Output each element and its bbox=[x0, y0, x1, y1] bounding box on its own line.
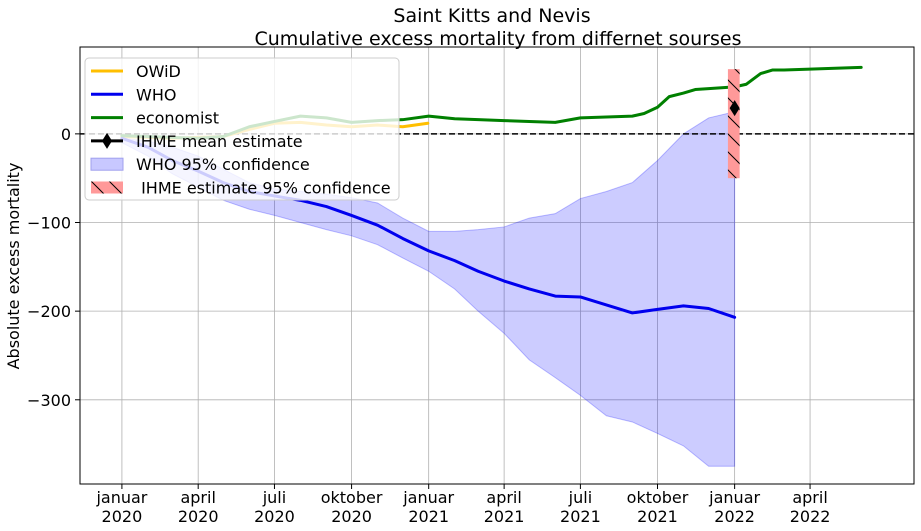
x-tick-label-3: oktober bbox=[321, 488, 383, 507]
ihme-confidence-hatch bbox=[727, 69, 740, 179]
x-tick-year-9: 2022 bbox=[790, 507, 831, 526]
plot-frame bbox=[79, 46, 915, 485]
legend-item-5: IHME estimate 95% confidence bbox=[91, 179, 391, 198]
y-tick-label-2: −200 bbox=[27, 302, 71, 321]
x-tick-year-4: 2021 bbox=[408, 507, 449, 526]
x-tick-label-2: juli bbox=[262, 488, 286, 507]
legend: OWiD WHO economist IHME mean estimate WHO 95… bbox=[84, 57, 400, 201]
x-tick-label-8: januar bbox=[708, 488, 760, 507]
x-tick-label-7: oktober bbox=[627, 488, 689, 507]
legend-label-3: IHME mean estimate bbox=[136, 132, 303, 151]
legend-item-0: OWiD bbox=[91, 62, 181, 81]
y-tick-label-0: 0 bbox=[61, 125, 71, 144]
legend-label-0: OWiD bbox=[136, 62, 181, 81]
x-tick-year-7: 2021 bbox=[637, 507, 678, 526]
x-tick-year-6: 2021 bbox=[560, 507, 601, 526]
axes: januar2020april2020juli2020oktober2020ja… bbox=[27, 46, 915, 526]
x-tick-year-3: 2020 bbox=[331, 507, 372, 526]
x-tick-label-6: juli bbox=[568, 488, 592, 507]
legend-label-1: WHO bbox=[136, 85, 176, 104]
y-tick-label-1: −100 bbox=[27, 214, 71, 233]
x-tick-label-5: april bbox=[486, 488, 521, 507]
chart-subtitle: Cumulative excess mortality from differn… bbox=[255, 28, 742, 50]
x-tick-year-2: 2020 bbox=[254, 507, 295, 526]
x-tick-label-9: april bbox=[792, 488, 827, 507]
x-tick-year-5: 2021 bbox=[484, 507, 525, 526]
legend-item-1: WHO bbox=[91, 85, 176, 104]
x-tick-year-8: 2022 bbox=[714, 507, 755, 526]
legend-item-2: economist bbox=[91, 109, 219, 128]
legend-item-3: IHME mean estimate bbox=[91, 132, 303, 151]
legend-label-5: IHME estimate 95% confidence bbox=[136, 179, 391, 198]
x-tick-year-1: 2020 bbox=[178, 507, 219, 526]
legend-swatch-diamond bbox=[102, 132, 112, 149]
legend-label-2: economist bbox=[136, 109, 219, 128]
legend-swatch-band bbox=[90, 157, 124, 171]
x-tick-label-4: januar bbox=[402, 488, 454, 507]
x-tick-label-0: januar bbox=[95, 488, 147, 507]
y-axis-label: Absolute excess mortality bbox=[4, 163, 23, 370]
legend-item-4: WHO 95% confidence bbox=[90, 155, 310, 174]
x-tick-year-0: 2020 bbox=[102, 507, 143, 526]
ihme-mean-marker bbox=[729, 100, 740, 117]
legend-swatch-hatch bbox=[91, 181, 123, 194]
x-tick-label-1: april bbox=[180, 488, 215, 507]
y-tick-label-3: −300 bbox=[27, 391, 71, 410]
legend-label-4: WHO 95% confidence bbox=[136, 155, 310, 174]
legend-box bbox=[84, 57, 400, 201]
chart-title: Saint Kitts and Nevis bbox=[393, 5, 590, 27]
